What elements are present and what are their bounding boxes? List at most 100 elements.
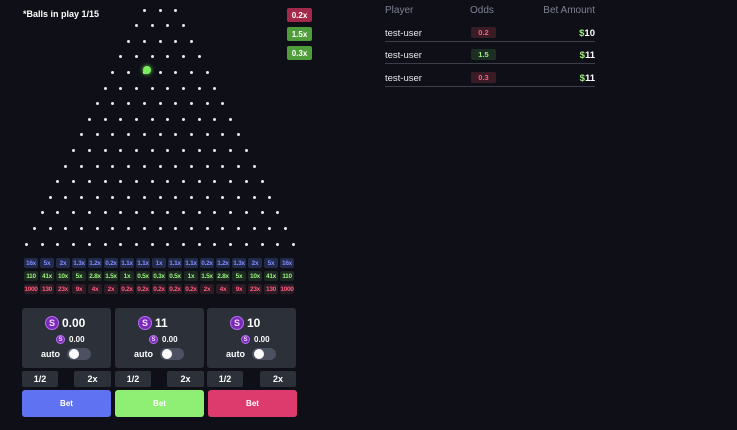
peg bbox=[95, 164, 99, 168]
multiplier-cell: 0.2x bbox=[120, 284, 134, 294]
peg bbox=[197, 180, 201, 184]
coin-icon: S bbox=[241, 335, 250, 344]
peg bbox=[80, 226, 83, 230]
peg bbox=[40, 242, 44, 246]
half-button[interactable]: 1/2 bbox=[22, 371, 58, 387]
peg bbox=[103, 148, 107, 152]
peg bbox=[197, 148, 201, 152]
peg bbox=[166, 55, 170, 59]
peg bbox=[150, 148, 154, 152]
peg bbox=[182, 242, 186, 246]
bet-button-red[interactable]: Bet bbox=[208, 390, 297, 417]
peg bbox=[291, 242, 295, 246]
column-header-odds: Odds bbox=[470, 5, 494, 16]
peg bbox=[95, 226, 99, 230]
peg bbox=[119, 211, 123, 215]
peg bbox=[174, 226, 178, 230]
double-button[interactable]: 2x bbox=[260, 371, 296, 387]
multiplier-cell: 4x bbox=[216, 284, 230, 294]
multiplier-cell: 10x bbox=[56, 271, 70, 281]
double-button[interactable]: 2x bbox=[74, 371, 111, 387]
auto-label: auto bbox=[226, 349, 245, 359]
peg bbox=[111, 102, 115, 106]
multiplier-row-green: 110 41x 10x 5x 2.8x 1.5x 1x 0.5x 0.3x 0.5x 1x 1.5x 2… bbox=[24, 271, 294, 281]
bet-amount[interactable]: 0.00 bbox=[62, 316, 86, 330]
auto-toggle[interactable] bbox=[252, 348, 276, 360]
peg bbox=[72, 242, 76, 246]
table-row: test-user 1.5 $11 bbox=[385, 48, 595, 64]
peg bbox=[174, 102, 178, 106]
peg bbox=[150, 180, 154, 184]
peg bbox=[158, 70, 162, 74]
peg bbox=[72, 180, 76, 184]
peg bbox=[48, 226, 52, 230]
peg bbox=[205, 195, 209, 199]
peg bbox=[134, 117, 138, 121]
multiplier-cell: 1.5x bbox=[200, 271, 214, 281]
peg bbox=[40, 211, 44, 215]
multiplier-cell: 0.3x bbox=[152, 271, 166, 281]
column-header-player: Player bbox=[385, 5, 414, 16]
peg bbox=[134, 211, 138, 215]
peg bbox=[134, 242, 138, 246]
peg bbox=[284, 226, 288, 230]
toggle-knob bbox=[162, 349, 172, 359]
peg bbox=[119, 55, 123, 59]
half-button[interactable]: 1/2 bbox=[115, 371, 151, 387]
peg bbox=[268, 195, 272, 199]
peg bbox=[166, 211, 170, 215]
multiplier-cell: 130 bbox=[40, 284, 54, 294]
peg bbox=[244, 148, 248, 152]
peg bbox=[197, 117, 201, 121]
peg bbox=[260, 242, 264, 246]
bet-amount[interactable]: 11 bbox=[155, 316, 168, 330]
peg bbox=[166, 24, 170, 28]
peg bbox=[205, 70, 209, 74]
peg bbox=[142, 8, 146, 12]
peg bbox=[103, 242, 107, 246]
peg bbox=[119, 180, 123, 184]
peg bbox=[64, 226, 68, 230]
peg bbox=[95, 195, 99, 199]
peg bbox=[80, 164, 83, 168]
peg bbox=[87, 117, 91, 121]
peg bbox=[127, 39, 131, 43]
peg bbox=[182, 148, 186, 152]
multiplier-cell: 1.1x bbox=[184, 258, 198, 268]
falling-ball bbox=[143, 66, 151, 74]
multiplier-cell: 2x bbox=[248, 258, 262, 268]
half-button[interactable]: 1/2 bbox=[207, 371, 243, 387]
player-name: test-user bbox=[385, 50, 422, 61]
toggle-knob bbox=[69, 349, 79, 359]
multiplier-cell: 16x bbox=[280, 258, 294, 268]
peg bbox=[213, 86, 217, 90]
player-name: test-user bbox=[385, 73, 422, 84]
peg bbox=[205, 226, 209, 230]
peg bbox=[111, 70, 115, 74]
auto-toggle[interactable] bbox=[67, 348, 91, 360]
bet-button-green[interactable]: Bet bbox=[115, 390, 204, 417]
peg bbox=[260, 211, 264, 215]
bet-button-blue[interactable]: Bet bbox=[22, 390, 111, 417]
peg bbox=[111, 133, 115, 137]
peg bbox=[127, 195, 131, 199]
multiplier-row-red: 1000 130 23x 9x 4x 2x 0.2x 0.2x 0.2x 0.2x 0.2x 2x 4x… bbox=[24, 284, 294, 294]
peg bbox=[127, 164, 131, 168]
peg bbox=[127, 226, 131, 230]
peg bbox=[32, 226, 36, 230]
multiplier-cell: 110 bbox=[280, 271, 294, 281]
peg bbox=[150, 55, 154, 59]
peg bbox=[134, 24, 138, 28]
peg bbox=[205, 133, 209, 137]
peg bbox=[72, 148, 76, 152]
auto-toggle[interactable] bbox=[160, 348, 184, 360]
double-button[interactable]: 2x bbox=[167, 371, 204, 387]
peg bbox=[127, 70, 131, 74]
multiplier-cell: 1.1x bbox=[136, 258, 150, 268]
peg bbox=[237, 195, 240, 199]
bet-amount[interactable]: 10 bbox=[247, 316, 261, 330]
multiplier-cell: 2.8x bbox=[88, 271, 102, 281]
peg bbox=[150, 86, 154, 90]
bet-amount-cell: $11 bbox=[580, 73, 595, 84]
peg bbox=[229, 180, 233, 184]
